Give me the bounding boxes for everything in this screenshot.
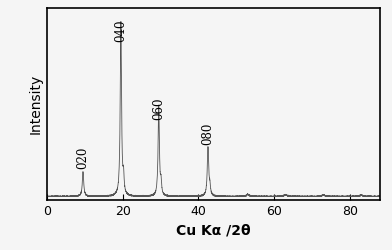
Text: 040: 040 — [114, 20, 127, 42]
Text: 020: 020 — [76, 147, 89, 170]
Text: 060: 060 — [152, 97, 165, 120]
Text: 080: 080 — [201, 122, 214, 145]
Y-axis label: Intensity: Intensity — [29, 74, 43, 134]
X-axis label: Cu Kα /2θ: Cu Kα /2θ — [176, 224, 251, 237]
